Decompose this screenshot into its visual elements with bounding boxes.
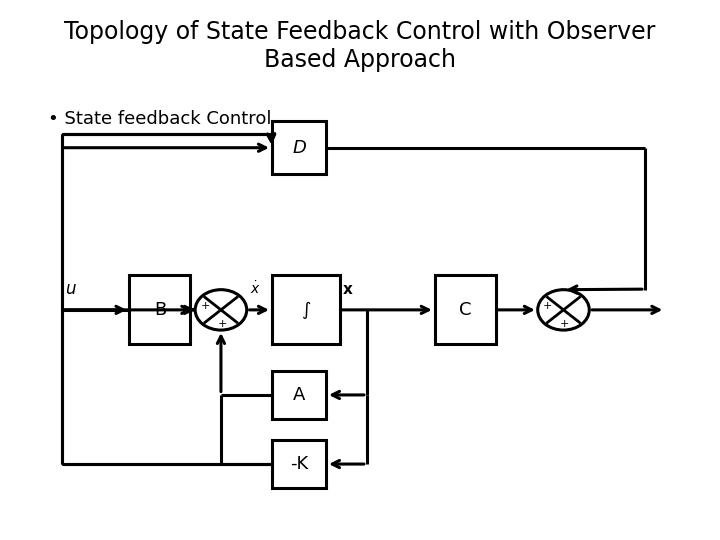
Circle shape [538, 289, 589, 330]
Circle shape [195, 289, 247, 330]
Text: ∫: ∫ [301, 301, 310, 319]
Bar [272, 275, 340, 345]
Text: D: D [292, 139, 306, 157]
Bar [272, 371, 326, 419]
Bar [272, 440, 326, 488]
Text: u: u [65, 280, 76, 298]
Text: +: + [560, 320, 570, 329]
Text: $\dot{x}$: $\dot{x}$ [250, 280, 261, 296]
Text: -K: -K [290, 455, 308, 473]
Text: A: A [293, 386, 305, 404]
Bar [130, 275, 190, 345]
Bar [272, 121, 326, 174]
Text: Topology of State Feedback Control with Observer
Based Approach: Topology of State Feedback Control with … [64, 20, 656, 72]
Text: • State feedback Control: • State feedback Control [48, 111, 271, 129]
Text: +: + [217, 320, 227, 329]
Text: C: C [459, 301, 472, 319]
Text: +: + [543, 301, 552, 311]
Text: B: B [154, 301, 166, 319]
Text: x: x [343, 281, 353, 296]
Bar [435, 275, 495, 345]
Text: +: + [200, 301, 210, 311]
